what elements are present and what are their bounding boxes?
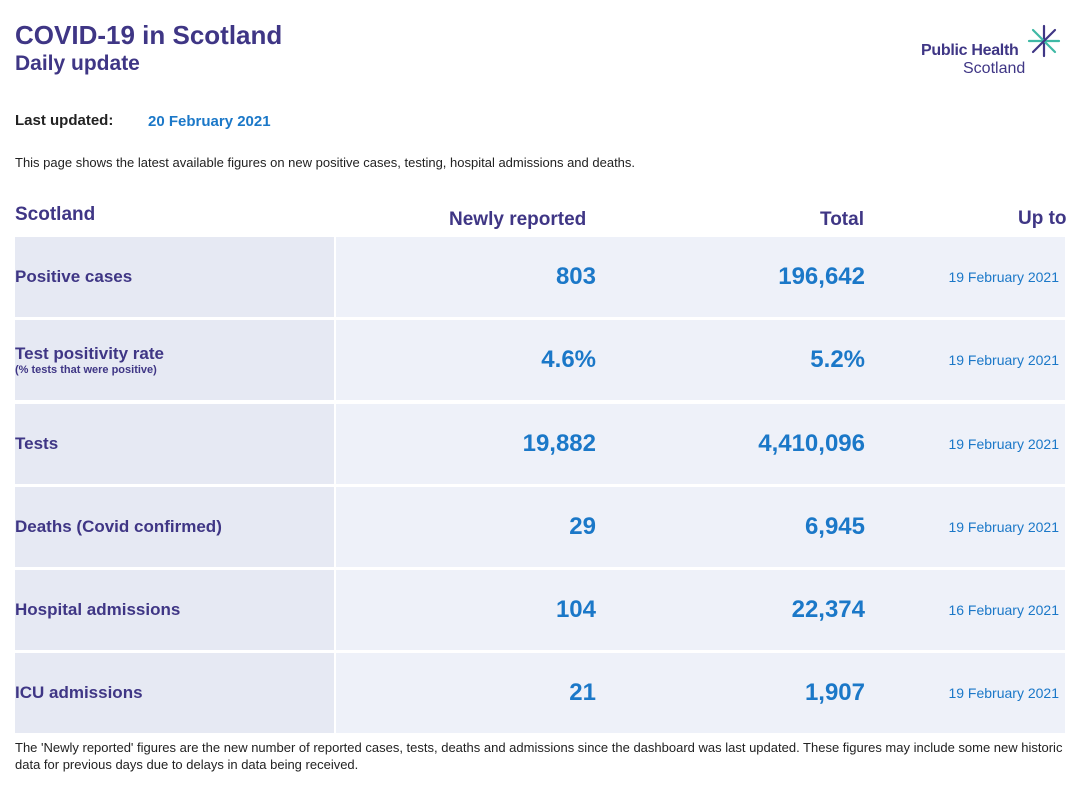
table-row-positive-cases: Positive cases 803 196,642 19 February 2… xyxy=(15,237,1065,317)
page-title: COVID-19 in Scotland xyxy=(15,20,283,50)
row-label: Positive cases xyxy=(15,267,133,286)
up-to-date: 19 February 2021 xyxy=(948,685,1059,701)
logo-text-line2: Scotland xyxy=(963,60,1026,77)
row-data-cell xyxy=(336,570,1065,650)
newly-reported-value: 803 xyxy=(555,263,596,290)
table-row-tests: Tests 19,882 4,410,096 19 February 2021 xyxy=(15,404,1065,484)
row-label: Hospital admissions xyxy=(15,600,181,619)
row-label: Deaths (Covid confirmed) xyxy=(15,517,222,536)
logo-text-line1: Public Health xyxy=(921,42,1019,59)
newly-reported-value: 21 xyxy=(569,679,596,706)
row-data-cell xyxy=(336,320,1065,400)
page-subtitle: Daily update xyxy=(15,52,140,75)
up-to-date: 19 February 2021 xyxy=(948,519,1059,535)
newly-reported-value: 19,882 xyxy=(522,430,596,457)
last-updated-date: 20 February 2021 xyxy=(148,113,271,130)
row-data-cell xyxy=(336,404,1065,484)
row-data-cell xyxy=(336,487,1065,567)
row-label-cell xyxy=(15,653,334,733)
column-header-total: Total xyxy=(820,209,864,230)
row-label-cell xyxy=(15,237,334,317)
table-row-test-positivity-rate: Test positivity rate (% tests that were … xyxy=(15,320,1065,400)
total-value: 196,642 xyxy=(778,263,865,290)
total-value: 6,945 xyxy=(804,513,865,540)
total-value: 1,907 xyxy=(804,679,865,706)
footnote: The 'Newly reported' figures are the new… xyxy=(15,740,1063,772)
row-label-cell xyxy=(15,404,334,484)
column-header-region: Scotland xyxy=(15,204,96,225)
last-updated-label: Last updated: xyxy=(15,112,114,129)
row-label-cell xyxy=(15,320,334,400)
row-label: Test positivity rate xyxy=(15,344,164,363)
table-row-hospital-admissions: Hospital admissions 104 22,374 16 Februa… xyxy=(15,570,1065,650)
row-label-cell xyxy=(15,570,334,650)
column-header-newly-reported: Newly reported xyxy=(449,209,587,230)
total-value: 5.2% xyxy=(810,346,865,373)
row-label: Tests xyxy=(15,434,59,453)
row-data-cell xyxy=(336,653,1065,733)
total-value: 4,410,096 xyxy=(758,430,865,457)
newly-reported-value: 4.6% xyxy=(541,346,596,373)
row-label: ICU admissions xyxy=(15,683,143,702)
column-header-up-to: Up to xyxy=(1018,208,1067,229)
row-sublabel: (% tests that were positive) xyxy=(15,364,157,376)
table-row-deaths: Deaths (Covid confirmed) 29 6,945 19 Feb… xyxy=(15,487,1065,567)
intro-text: This page shows the latest available fig… xyxy=(15,155,636,170)
newly-reported-value: 29 xyxy=(569,513,596,540)
up-to-date: 19 February 2021 xyxy=(948,352,1059,368)
up-to-date: 19 February 2021 xyxy=(948,436,1059,452)
total-value: 22,374 xyxy=(791,596,865,623)
star-burst-icon xyxy=(1027,24,1061,58)
public-health-scotland-logo[interactable]: Public Health Scotland xyxy=(918,24,1068,80)
up-to-date: 19 February 2021 xyxy=(948,269,1059,285)
row-data-cell xyxy=(336,237,1065,317)
table-row-icu-admissions: ICU admissions 21 1,907 19 February 2021 xyxy=(15,653,1065,733)
up-to-date: 16 February 2021 xyxy=(948,602,1059,618)
row-label-cell xyxy=(15,487,334,567)
newly-reported-value: 104 xyxy=(555,596,596,623)
